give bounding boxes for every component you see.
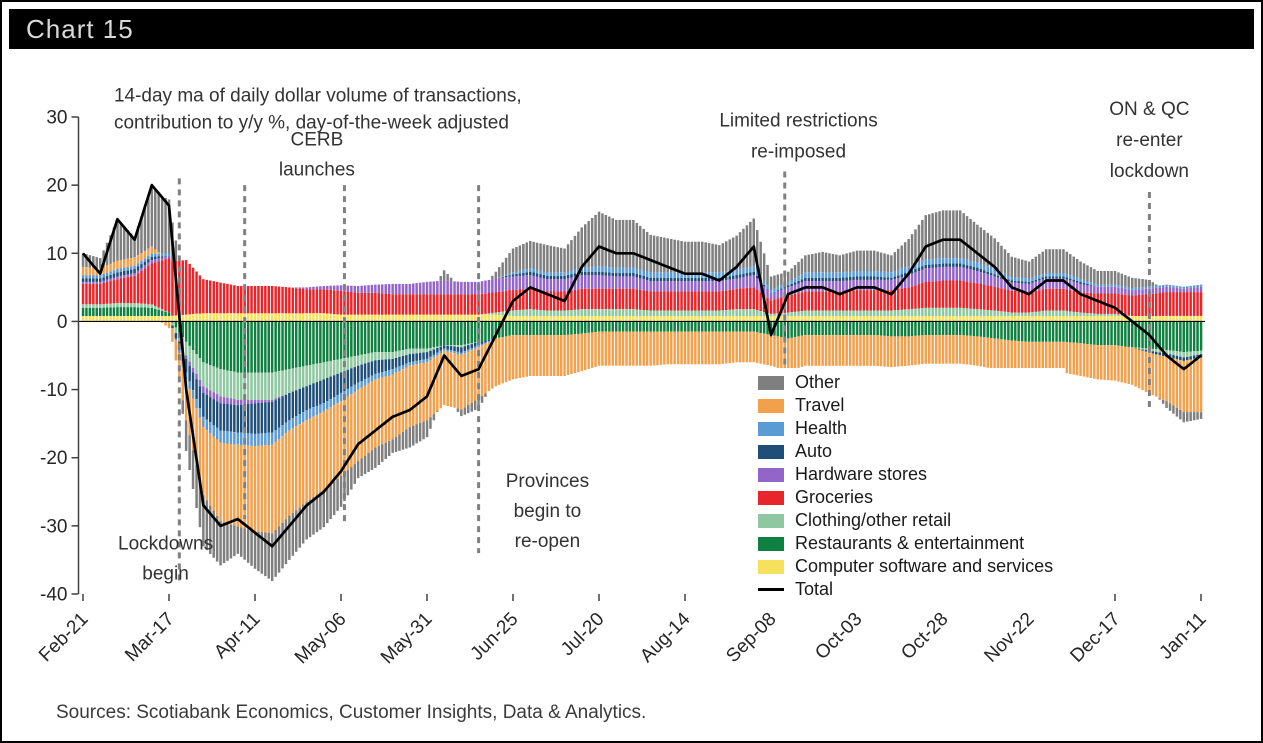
- svg-text:CERB: CERB: [291, 130, 344, 151]
- svg-text:Oct-28: Oct-28: [897, 609, 952, 664]
- svg-text:re-open: re-open: [515, 531, 581, 552]
- svg-text:re-imposed: re-imposed: [751, 142, 846, 163]
- hardware-stores-swatch: [758, 467, 784, 482]
- svg-text:Sep-08: Sep-08: [722, 609, 780, 667]
- legend-label: Groceries: [795, 487, 874, 507]
- legend-item-other: Other: [758, 371, 1053, 394]
- y-tick-label: -10: [40, 380, 67, 401]
- x-tick-label: Jul-20: [557, 609, 608, 660]
- legend-item-restaurants-entertainment: Restaurants & entertainment: [758, 532, 1053, 555]
- groceries-swatch: [758, 490, 784, 505]
- svg-text:Nov-22: Nov-22: [980, 609, 1038, 667]
- total-line: [81, 183, 1202, 548]
- y-axis: 30 20 10 0 -10 -20 -30 -40: [40, 108, 80, 606]
- x-tick-label: Apr-11: [210, 609, 264, 663]
- x-tick-label: Oct-03: [811, 609, 866, 664]
- svg-text:lockdown: lockdown: [1110, 161, 1189, 182]
- total-swatch: [758, 588, 784, 591]
- svg-text:re-enter: re-enter: [1116, 130, 1183, 151]
- x-tick-label: Feb-21: [35, 609, 92, 666]
- event-dashed-lines: [177, 171, 1151, 581]
- legend-item-total: Total: [758, 578, 1053, 601]
- y-tick-label: -20: [40, 448, 67, 469]
- svg-text:Jan-11: Jan-11: [1156, 609, 1211, 664]
- other-swatch: [758, 375, 784, 390]
- y-tick-label: 10: [46, 244, 67, 265]
- legend-item-hardware-stores: Hardware stores: [758, 463, 1053, 486]
- svg-text:contribution to y/y %, day-of-: contribution to y/y %, day-of-the-week a…: [114, 112, 509, 133]
- legend-label: Auto: [795, 441, 833, 461]
- travel-swatch: [758, 398, 784, 413]
- x-tick-label: May-06: [291, 609, 351, 669]
- auto-swatch: [758, 444, 784, 459]
- x-tick-label: Nov-22: [980, 609, 1038, 667]
- svg-text:Mar-17: Mar-17: [121, 609, 178, 666]
- y-tick-label: 30: [46, 108, 67, 129]
- x-tick-label: Dec-17: [1066, 609, 1124, 667]
- legend-item-auto: Auto: [758, 440, 1053, 463]
- y-tick-label: 20: [46, 176, 67, 197]
- annotation-lockdowns-begin: Lockdowns begin: [118, 534, 213, 585]
- svg-text:Jun-25: Jun-25: [467, 609, 523, 665]
- health-swatch: [758, 421, 784, 436]
- legend-item-health: Health: [758, 417, 1053, 440]
- x-tick-label: Jun-25: [467, 609, 523, 665]
- svg-text:May-06: May-06: [291, 609, 351, 669]
- legend-label: Clothing/other retail: [795, 510, 952, 530]
- svg-text:14-day ma of daily dollar volu: 14-day ma of daily dollar volume of tran…: [114, 85, 522, 106]
- x-tick-label: Aug-14: [636, 608, 694, 666]
- legend-label: Total: [795, 579, 834, 599]
- svg-text:ON & QC: ON & QC: [1109, 99, 1189, 120]
- legend-item-computer-software-and-services: Computer software and services: [758, 555, 1053, 578]
- svg-text:begin to: begin to: [514, 501, 582, 522]
- svg-text:May-31: May-31: [377, 609, 437, 669]
- legend-label: Computer software and services: [795, 556, 1054, 576]
- chart-legend: Other Travel Health Auto Hardware stores Groc…: [752, 368, 1066, 606]
- x-tick-label: Oct-28: [897, 609, 952, 664]
- y-tick-label: 0: [57, 312, 68, 333]
- svg-text:begin: begin: [142, 564, 189, 585]
- svg-text:Limited restrictions: Limited restrictions: [719, 111, 877, 132]
- svg-text:Oct-03: Oct-03: [811, 609, 866, 664]
- svg-text:launches: launches: [279, 160, 355, 181]
- svg-text:Dec-17: Dec-17: [1066, 609, 1124, 667]
- restaurants-entertainment-swatch: [758, 536, 784, 551]
- svg-text:Feb-21: Feb-21: [35, 609, 92, 666]
- legend-label: Restaurants & entertainment: [795, 533, 1025, 553]
- annotations: 14-day ma of daily dollar volume of tran…: [114, 85, 1190, 584]
- clothing-other-retail-swatch: [758, 513, 784, 528]
- chart-canvas: 30 20 10 0 -10 -20 -30 -40 Feb-21 Mar-17 Apr-11 May…: [35, 85, 1211, 669]
- x-tick-label: Sep-08: [722, 609, 780, 667]
- annotation-on-qc-lockdown: ON & QC re-enter lockdown: [1109, 99, 1189, 182]
- svg-text:Aug-14: Aug-14: [636, 608, 694, 666]
- svg-text:Apr-11: Apr-11: [210, 609, 264, 663]
- y-tick-label: -30: [40, 516, 67, 537]
- legend-label: Travel: [795, 395, 845, 415]
- stacked-bars: [81, 185, 1203, 582]
- chart-title-bar: Chart 15: [9, 9, 1254, 49]
- x-tick-label: Mar-17: [121, 609, 178, 666]
- svg-text:Provinces: Provinces: [506, 471, 589, 492]
- sources-note: Sources: Scotiabank Economics, Customer …: [56, 702, 647, 723]
- legend-label: Other: [795, 372, 841, 392]
- legend-label: Health: [795, 418, 848, 438]
- annotation-limited-restrictions: Limited restrictions re-imposed: [719, 111, 877, 163]
- svg-text:Lockdowns: Lockdowns: [118, 534, 213, 555]
- annotation-cerb-launches: CERB launches: [279, 130, 355, 181]
- x-tick-label: Jan-11: [1156, 609, 1211, 664]
- annotation-subtitle: 14-day ma of daily dollar volume of tran…: [114, 85, 522, 133]
- legend-item-clothing-other-retail: Clothing/other retail: [758, 509, 1053, 532]
- y-tick-label: -40: [40, 585, 67, 606]
- legend-item-groceries: Groceries: [758, 486, 1053, 509]
- annotation-provinces-reopen: Provinces begin to re-open: [506, 471, 589, 552]
- legend-item-travel: Travel: [758, 394, 1053, 417]
- chart-title: Chart 15: [26, 14, 134, 44]
- computer-software-and-services-swatch: [758, 559, 784, 574]
- svg-text:Jul-20: Jul-20: [557, 609, 608, 660]
- legend-label: Hardware stores: [795, 464, 928, 484]
- x-tick-label: May-31: [377, 609, 437, 669]
